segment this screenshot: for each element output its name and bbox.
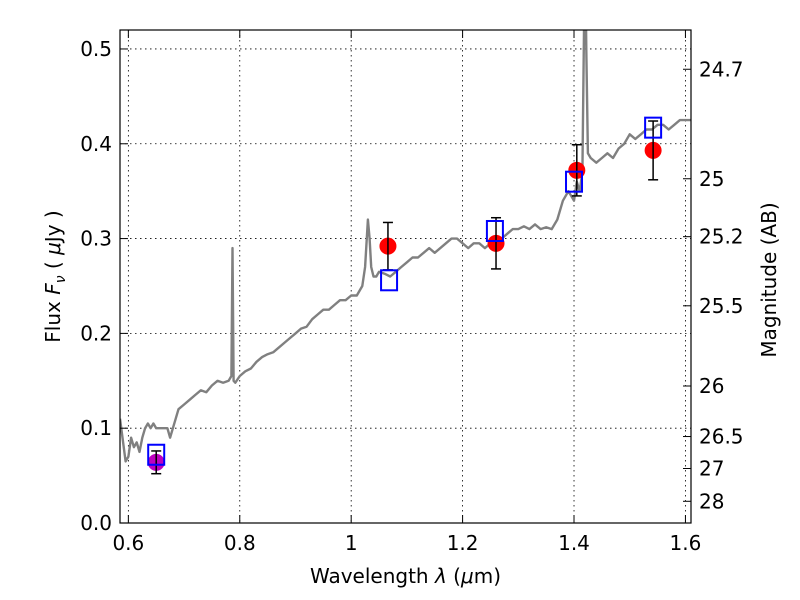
x-tick-label: 1.6 xyxy=(670,531,702,555)
x-tick-label: 1 xyxy=(345,531,358,555)
y2-axis-title: Magnitude (AB) xyxy=(757,202,781,357)
spectrum-line xyxy=(120,30,691,463)
x-tick-label: 1.2 xyxy=(447,531,479,555)
y-tick-label: 0.4 xyxy=(80,132,112,156)
x-tick-label: 1.4 xyxy=(558,531,590,555)
model-photometry-square xyxy=(485,219,504,242)
x-axis-title: Wavelength λ (μm) xyxy=(310,564,501,588)
series-layer xyxy=(120,30,691,475)
model-photometry-square xyxy=(565,170,584,193)
plot-frame xyxy=(119,29,692,524)
y2-tick-label: 27 xyxy=(699,456,724,480)
y-tick-label: 0.5 xyxy=(80,37,112,61)
y2-tick-label: 25.5 xyxy=(699,294,744,318)
y-tick-label: 0.2 xyxy=(80,321,112,345)
y-tick-label: 0.0 xyxy=(80,511,112,535)
plot-area-background xyxy=(120,30,691,523)
y-tick-label: 0.3 xyxy=(80,227,112,251)
x-tick-label: 0.8 xyxy=(224,531,256,555)
model-photometry-square xyxy=(380,269,399,292)
y2-tick-label: 25.2 xyxy=(699,225,744,249)
y-axis-title: Flux Fν ( μJy ) xyxy=(41,210,69,342)
y2-tick-label: 25 xyxy=(699,167,724,191)
x-tick-label: 0.6 xyxy=(112,531,144,555)
y2-tick-label: 24.7 xyxy=(699,57,744,81)
model-photometry-square xyxy=(644,116,663,139)
y2-tick-label: 26 xyxy=(699,374,724,398)
axes: 0.6 0.8 1 1.2 1.4 1.6 0.0 0.1 0.2 0.3 0.4 0.5 24.7 25… xyxy=(80,30,744,555)
y-tick-label: 0.1 xyxy=(80,416,112,440)
y2-tick-label: 26.5 xyxy=(699,425,744,449)
y2-tick-label: 28 xyxy=(699,489,724,513)
model-photometry-square xyxy=(147,443,166,466)
